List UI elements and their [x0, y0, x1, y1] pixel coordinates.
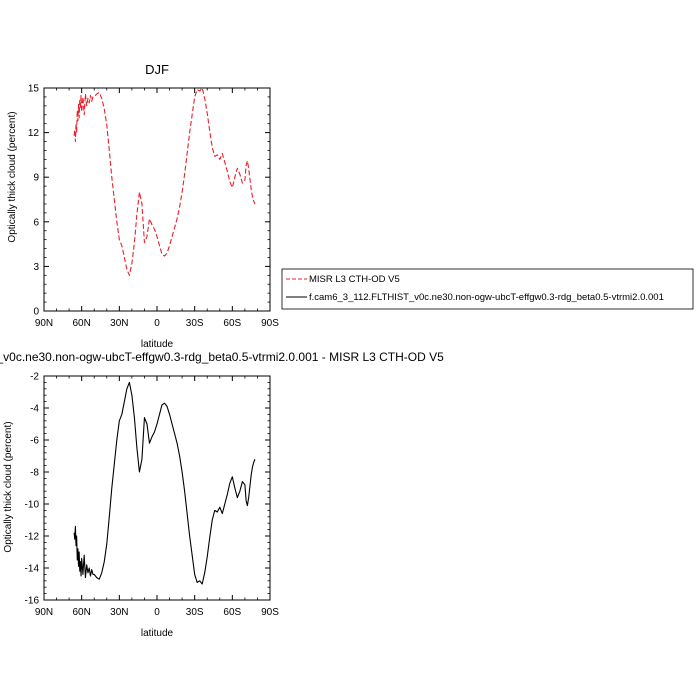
bottom-x-tick-label: 0	[154, 607, 160, 618]
top-panel: DJF Optically thick cloud (percent) lati…	[7, 62, 279, 350]
bottom-xlabel: latitude	[141, 628, 174, 639]
legend-label-misr: MISR L3 CTH-OD V5	[309, 274, 400, 285]
top-x-tick-label: 60N	[72, 318, 90, 329]
bottom-y-tick-label: -4	[30, 404, 39, 415]
bottom-ylabel: Optically thick cloud (percent)	[3, 421, 14, 552]
bottom-y-tick-label: -14	[25, 564, 40, 575]
top-x-tick-label: 90N	[35, 318, 53, 329]
bottom-x-tick-label: 30N	[110, 607, 128, 618]
bottom-panel: f.cam6_3_112.FLTHIST_v0c.ne30.non-ogw-ub…	[0, 350, 444, 639]
top-x-tick-label: 0	[154, 318, 160, 329]
top-plot-frame	[43, 87, 271, 312]
bottom-y-tick-label: -8	[30, 468, 39, 479]
top-y-tick-label: 3	[33, 262, 39, 273]
top-x-tick-label: 90S	[261, 318, 279, 329]
bottom-series	[73, 381, 256, 585]
top-series-line-0	[73, 87, 256, 276]
top-y-tick-label: 12	[28, 128, 40, 139]
bottom-x-tick-label: 30S	[186, 607, 204, 618]
top-y-tick-label: 15	[28, 84, 40, 95]
legend-box	[281, 268, 694, 310]
legend: MISR L3 CTH-OD V5 f.cam6_3_112.FLTHIST_v…	[281, 268, 694, 310]
bottom-x-tick-label: 90S	[261, 607, 279, 618]
bottom-y-tick-label: -16	[25, 596, 40, 607]
bottom-y-tick-labels: -16 -14 -12 -10 -8 -6 -4 -2	[25, 372, 40, 607]
bottom-y-tick-label: -12	[25, 532, 40, 543]
top-x-tick-label: 30N	[110, 318, 128, 329]
top-y-tick-label: 0	[33, 307, 39, 318]
top-series	[73, 87, 256, 276]
bottom-y-tick-label: -10	[25, 500, 40, 511]
bottom-title: f.cam6_3_112.FLTHIST_v0c.ne30.non-ogw-ub…	[0, 350, 444, 364]
top-y-tick-label: 9	[33, 173, 39, 184]
bottom-x-tick-label: 60N	[72, 607, 90, 618]
top-x-tick-label: 30S	[186, 318, 204, 329]
bottom-y-tick-label: -6	[30, 436, 39, 447]
bottom-x-tick-label: 60S	[223, 607, 241, 618]
bottom-x-tick-labels: 90N 60N 30N 0 30S 60S 90S	[35, 607, 279, 618]
bottom-plot-frame	[43, 375, 271, 601]
top-title: DJF	[145, 62, 169, 77]
bottom-x-tick-label: 90N	[35, 607, 53, 618]
top-x-tick-labels: 90N 60N 30N 0 30S 60S 90S	[35, 318, 279, 329]
top-ylabel: Optically thick cloud (percent)	[7, 111, 18, 242]
legend-label-model: f.cam6_3_112.FLTHIST_v0c.ne30.non-ogw-ub…	[309, 292, 664, 303]
top-x-tick-label: 60S	[223, 318, 241, 329]
top-y-tick-labels: 0 3 6 9 12 15	[28, 84, 40, 318]
bottom-y-tick-label: -2	[30, 372, 39, 383]
top-y-tick-label: 6	[33, 217, 39, 228]
top-xlabel: latitude	[141, 339, 174, 350]
bottom-series-line-0	[73, 381, 256, 585]
